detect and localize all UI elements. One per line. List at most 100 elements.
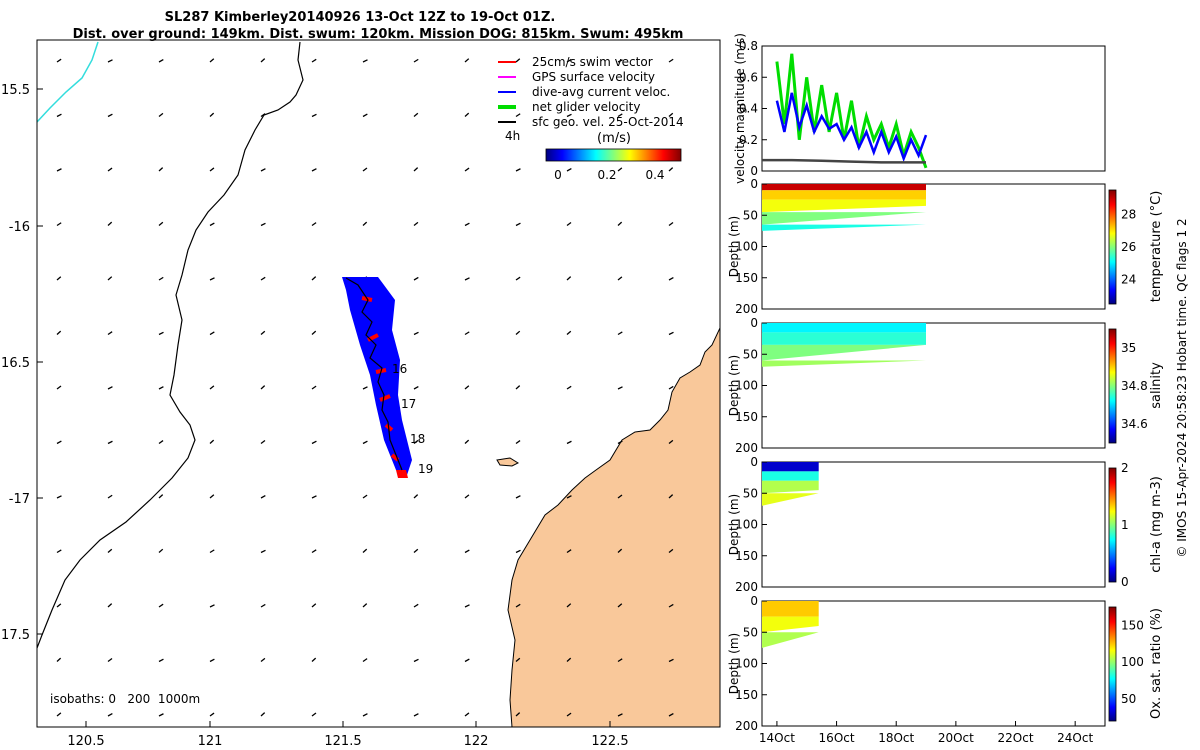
credit-text: © IMOS 15-Apr-2024 20:58:23 Hobart time.… [1175,218,1189,557]
time-tick-label: 18Oct [878,731,914,745]
geo-vector [107,713,113,717]
heatmap-cell [762,360,926,367]
geo-vector [668,713,674,717]
geo-vector [566,657,572,662]
geo-vector [311,495,317,499]
velocity-y-tick-label: 0.6 [739,70,758,84]
geo-vector [260,712,266,717]
geo-vector [209,604,215,608]
colorbar-tick-label: 24 [1121,273,1136,287]
geo-vector [515,549,521,554]
heatmap-cell [762,190,926,200]
geo-vector [515,495,521,499]
depth-tick-label: 0 [750,316,758,330]
geo-vector [56,603,62,608]
geo-vector [209,331,215,336]
geo-vector [56,113,62,118]
heatmap-cell [762,344,926,361]
land [507,327,720,727]
geo-vector [668,58,674,63]
geo-vector [617,276,623,281]
depth-axis-label: Depth (m) [727,355,741,416]
geo-vector [668,494,674,499]
geo-vector [464,222,470,227]
map-y-tick-label: -16 [9,220,30,235]
depth-tick-label: 50 [743,208,758,222]
geo-vector [515,168,521,172]
depth-tick-label: 100 [735,518,758,532]
time-tick-label: 24Oct [1057,731,1093,745]
depth-tick-label: 50 [743,486,758,500]
colorbar-tick-label: 34.8 [1121,379,1148,393]
geo-vector [566,385,572,390]
geo-vector [311,440,317,445]
heatmap-cell [762,616,819,633]
depth-tick-label: 200 [735,441,758,455]
geo-vector [617,548,623,553]
colorbar-tick-label: 50 [1121,692,1136,706]
geo-vector [566,495,572,499]
map-y-tick-label: 15.5 [1,83,30,98]
island [496,457,520,467]
day-label-17: 17 [401,397,416,411]
geo-vector [515,222,521,227]
geo-vector [260,276,266,281]
geo-vector [107,221,113,226]
geo-vector [56,385,62,390]
geo-vector [158,603,164,608]
geo-vector [515,657,521,662]
map-y-ticks: 15.5 -16 16.5 -17 17.5 [1,83,43,643]
geo-vector [362,167,368,172]
geo-vector [413,331,419,336]
velocity-series-line [775,92,928,163]
geo-vector [311,657,317,662]
geo-velocity-field [56,58,674,717]
geo-vector [362,440,368,445]
geo-vector [617,331,623,336]
geo-vector [158,276,164,281]
legend-label: dive-avg current veloc. [532,85,670,99]
map-x-tick-label: 121 [198,734,223,749]
geo-vector [413,385,419,390]
geo-vector [260,330,266,335]
geo-vector [158,386,164,390]
depth-axis-label: Depth (m) [727,494,741,555]
geo-vector [260,113,266,118]
geo-vector [260,385,266,390]
geo-vector [668,167,674,172]
heatmap-cell [762,601,819,617]
geo-vector [617,113,623,118]
velocity-series-line [762,158,926,164]
geo-vector [515,603,521,608]
depth-tick-label: 100 [735,240,758,254]
geo-vector [362,386,368,390]
geo-vector [515,385,521,390]
colorbar-tick-label: 1 [1121,518,1129,532]
geo-vector [515,440,521,445]
geo-vector [362,713,368,717]
depth-tick-label: 50 [743,625,758,639]
heatmap-cell [762,493,819,506]
legend-label: GPS surface velocity [532,70,655,84]
geo-vector [617,658,623,663]
map-x-ticks: 120.5 121 121.5 122 122.5 [67,721,629,749]
depth-axis-label: Depth (m) [727,633,741,694]
geo-vector [617,167,623,172]
geo-vector [566,330,572,335]
geo-vector [311,168,317,172]
geo-vector [668,277,674,281]
map-frame [36,39,721,728]
title-line-2: Dist. over ground: 149km. Dist. swum: 12… [73,27,684,42]
isobath-1000m [37,41,99,123]
day-label-18: 18 [410,432,425,446]
depth-tick-label: 0 [750,594,758,608]
depth-tick-label: 150 [735,549,758,563]
colorbar-tick-label: 0 [1121,575,1129,589]
time-tick-label: 20Oct [938,731,974,745]
geo-vector [362,658,368,663]
geo-vector [56,168,62,172]
heatmap-colorbar [1108,606,1117,722]
heatmap-colorbar [1108,189,1117,305]
geo-vector [566,712,572,717]
colorbar-label: temperature (°C) [1149,191,1164,303]
